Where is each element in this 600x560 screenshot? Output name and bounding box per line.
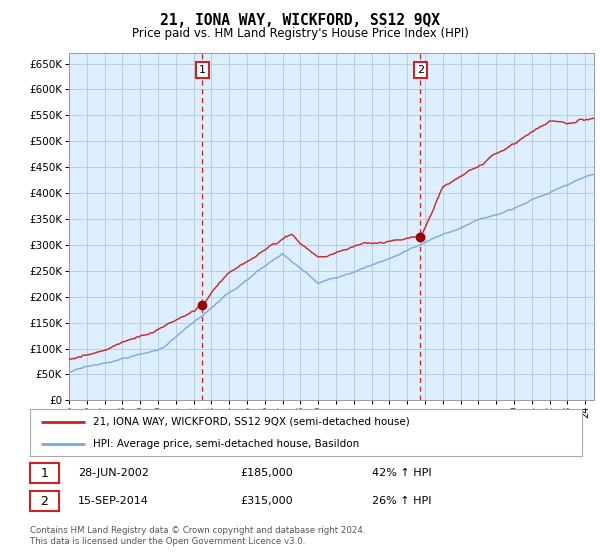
Text: Price paid vs. HM Land Registry's House Price Index (HPI): Price paid vs. HM Land Registry's House … (131, 27, 469, 40)
Text: £185,000: £185,000 (240, 468, 293, 478)
Text: 1: 1 (40, 466, 49, 480)
Text: 28-JUN-2002: 28-JUN-2002 (78, 468, 149, 478)
Text: 21, IONA WAY, WICKFORD, SS12 9QX: 21, IONA WAY, WICKFORD, SS12 9QX (160, 13, 440, 29)
Text: £315,000: £315,000 (240, 496, 293, 506)
Text: 26% ↑ HPI: 26% ↑ HPI (372, 496, 431, 506)
Text: Contains HM Land Registry data © Crown copyright and database right 2024.
This d: Contains HM Land Registry data © Crown c… (30, 526, 365, 546)
Text: 21, IONA WAY, WICKFORD, SS12 9QX (semi-detached house): 21, IONA WAY, WICKFORD, SS12 9QX (semi-d… (94, 417, 410, 427)
Text: 1: 1 (199, 65, 206, 75)
Text: HPI: Average price, semi-detached house, Basildon: HPI: Average price, semi-detached house,… (94, 438, 360, 449)
Text: 42% ↑ HPI: 42% ↑ HPI (372, 468, 431, 478)
Text: 2: 2 (40, 494, 49, 508)
Text: 15-SEP-2014: 15-SEP-2014 (78, 496, 149, 506)
Text: 2: 2 (417, 65, 424, 75)
